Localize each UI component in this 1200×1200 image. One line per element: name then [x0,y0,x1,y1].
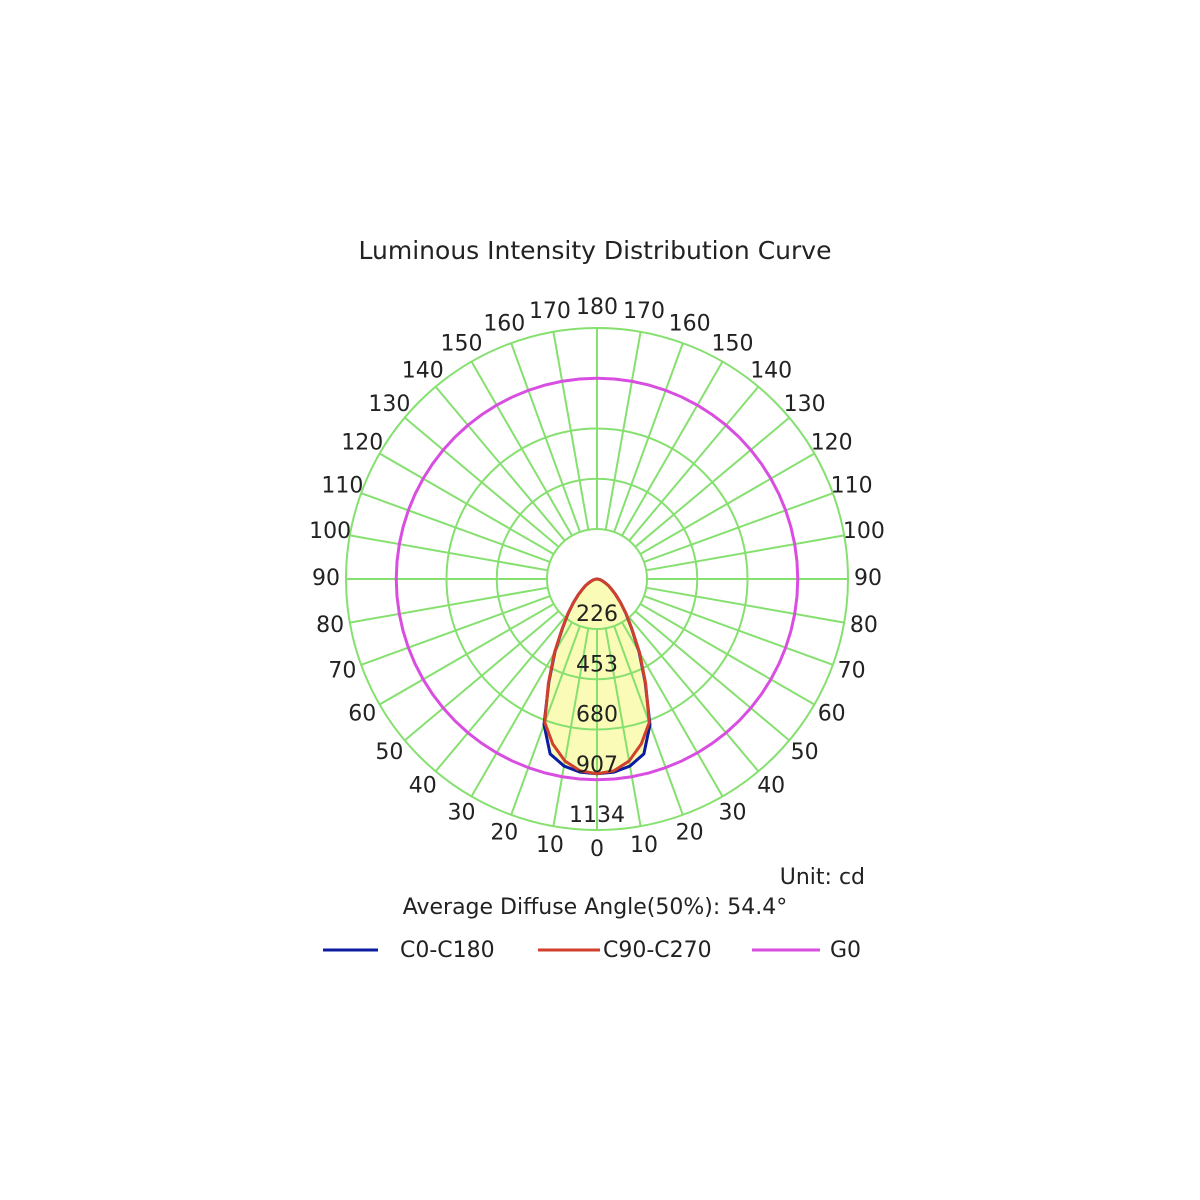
angle-tick-label: 160 [483,311,525,336]
angle-tick-label: 20 [676,821,704,846]
angle-tick-label: 110 [831,473,873,498]
angle-tick-label: 0 [590,837,604,862]
grid-spoke [613,342,684,533]
angle-tick-label: 170 [623,299,665,324]
grid-spoke [360,492,551,563]
grid-spoke [639,452,815,555]
angle-tick-label: 170 [529,299,571,324]
curve [596,577,651,776]
grid-spoke [643,595,834,666]
angle-tick-label: 70 [328,659,356,684]
angle-tick-label: 10 [536,833,564,858]
angle-tick-label: 130 [368,392,410,417]
curves [394,376,800,782]
angle-tick-label: 140 [750,358,792,383]
r-tick-label: 680 [576,703,618,728]
grid-spoke [379,603,555,706]
angle-tick-label: 100 [843,519,885,544]
angle-tick-label: 110 [321,473,363,498]
grid-spoke [646,586,845,624]
angle-tick-label: 150 [441,331,483,356]
angle-tick-label: 130 [784,392,826,417]
grid-spoke [621,361,724,537]
r-tick-label: 226 [576,602,618,627]
angle-tick-label: 50 [791,740,819,765]
angle-tick-label: 70 [838,659,866,684]
r-tick-label: 453 [576,652,618,677]
grid-spoke [349,586,548,624]
grid-spoke [604,628,642,827]
angle-tick-label: 160 [669,311,711,336]
angle-tick-label: 10 [630,833,658,858]
angle-tick-label: 120 [811,431,853,456]
curve [596,376,800,782]
angle-tick-label: 30 [719,801,747,826]
angle-tick-label: 100 [309,519,351,544]
grid-spoke [470,361,573,537]
angle-tick-label: 20 [490,821,518,846]
grid-spoke [643,492,834,563]
angle-tick-label: 90 [854,566,882,591]
grid-spoke [434,616,566,772]
angle-tick-label: 80 [850,613,878,638]
chart-title: Luminous Intensity Distribution Curve [359,236,832,265]
angle-tick-label: 40 [409,774,437,799]
unit-label: Unit: cd [780,865,865,890]
grid-spoke [634,610,790,742]
grid-spoke [646,534,845,572]
r-tick-label: 1134 [569,803,625,828]
grid-spoke [552,331,590,530]
annotation: Average Diffuse Angle(50%): 54.4° [403,895,788,920]
legend-label: G0 [830,938,861,963]
angle-tick-label: 40 [757,774,785,799]
angle-tick-label: 80 [316,613,344,638]
legend-label: C90-C270 [603,938,712,963]
grid-spoke [379,452,555,555]
grid-spoke [628,386,760,542]
angle-tick-label: 180 [576,295,618,320]
grid-spoke [634,416,790,548]
grid-spoke [434,386,566,542]
angle-tick-label: 50 [375,740,403,765]
angle-tick-label: 140 [402,358,444,383]
grid-spoke [604,331,642,530]
grid-spoke [360,595,551,666]
curve [394,376,598,782]
curve [543,577,598,776]
angle-tick-label: 90 [312,566,340,591]
r-tick-label: 907 [576,753,618,778]
angle-tick-label: 150 [712,331,754,356]
grid-spoke [639,603,815,706]
angle-tick-label: 30 [448,801,476,826]
legend-label: C0-C180 [400,938,495,963]
angle-tick-label: 60 [348,702,376,727]
angle-tick-label: 60 [818,702,846,727]
angle-tick-label: 120 [341,431,383,456]
grid-spoke [552,628,590,827]
grid-spoke [628,616,760,772]
grid-spoke [349,534,548,572]
grid-spoke [404,416,560,548]
grid-spoke [510,342,581,533]
grid-spoke [404,610,560,742]
